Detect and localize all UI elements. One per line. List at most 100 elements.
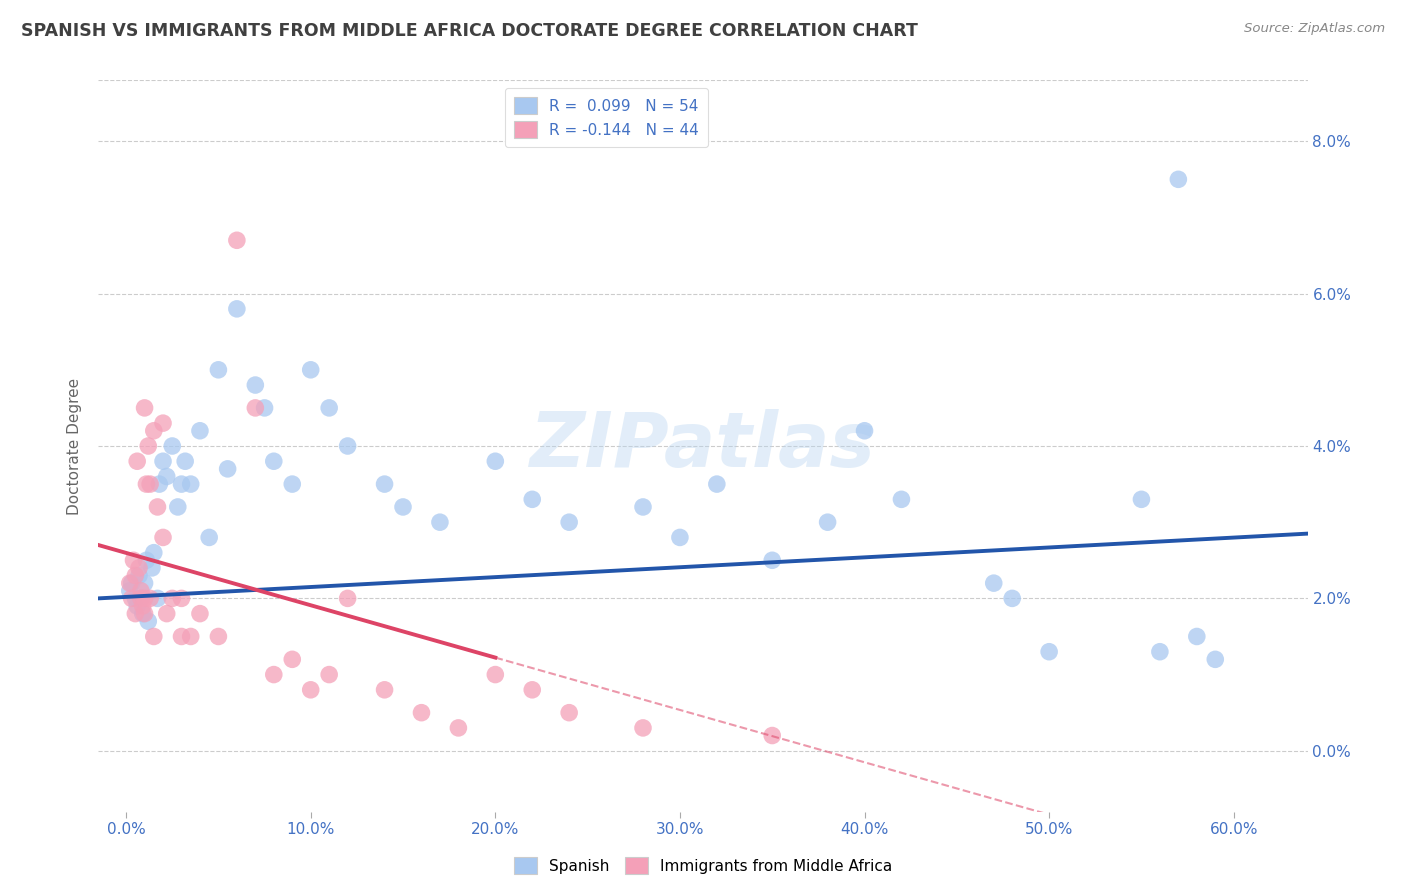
Point xyxy=(1001,591,1024,606)
Point xyxy=(136,439,159,453)
Point xyxy=(170,630,193,644)
Point xyxy=(447,721,470,735)
Point xyxy=(522,492,544,507)
Point xyxy=(122,553,145,567)
Point xyxy=(281,652,304,666)
Point xyxy=(152,530,174,544)
Point xyxy=(142,424,165,438)
Point xyxy=(217,462,239,476)
Point xyxy=(128,561,150,575)
Point xyxy=(118,576,141,591)
Point xyxy=(1204,652,1226,666)
Point xyxy=(156,607,179,621)
Point xyxy=(124,607,146,621)
Point xyxy=(253,401,276,415)
Point xyxy=(174,454,197,468)
Point xyxy=(299,363,322,377)
Point xyxy=(118,583,141,598)
Point xyxy=(148,477,170,491)
Point xyxy=(134,591,156,606)
Point xyxy=(124,591,146,606)
Point xyxy=(484,454,506,468)
Y-axis label: Doctorate Degree: Doctorate Degree xyxy=(67,377,83,515)
Point xyxy=(484,667,506,681)
Point xyxy=(180,630,202,644)
Text: SPANISH VS IMMIGRANTS FROM MIDDLE AFRICA DOCTORATE DEGREE CORRELATION CHART: SPANISH VS IMMIGRANTS FROM MIDDLE AFRICA… xyxy=(21,22,918,40)
Point xyxy=(1149,645,1171,659)
Point xyxy=(374,477,396,491)
Point xyxy=(207,630,229,644)
Point xyxy=(318,667,340,681)
Point xyxy=(129,583,152,598)
Point xyxy=(162,439,184,453)
Point xyxy=(631,500,654,514)
Point xyxy=(207,363,229,377)
Point xyxy=(134,401,156,415)
Point xyxy=(128,568,150,582)
Point xyxy=(890,492,912,507)
Point xyxy=(374,682,396,697)
Point xyxy=(225,301,247,316)
Point xyxy=(1167,172,1189,186)
Text: ZIPatlas: ZIPatlas xyxy=(530,409,876,483)
Point xyxy=(558,706,581,720)
Point xyxy=(263,667,285,681)
Point xyxy=(134,607,156,621)
Point xyxy=(225,233,247,247)
Point xyxy=(245,378,267,392)
Point xyxy=(121,576,143,591)
Point xyxy=(141,561,163,575)
Point xyxy=(761,553,783,567)
Point xyxy=(127,599,149,613)
Legend: Spanish, Immigrants from Middle Africa: Spanish, Immigrants from Middle Africa xyxy=(508,851,898,880)
Point xyxy=(139,477,162,491)
Point xyxy=(142,546,165,560)
Point xyxy=(336,439,359,453)
Point xyxy=(188,607,211,621)
Point xyxy=(188,424,211,438)
Point xyxy=(245,401,267,415)
Point xyxy=(761,729,783,743)
Point xyxy=(132,599,155,613)
Point xyxy=(817,515,839,529)
Point xyxy=(318,401,340,415)
Point xyxy=(392,500,415,514)
Point xyxy=(127,454,149,468)
Point xyxy=(135,553,157,567)
Point xyxy=(170,591,193,606)
Point xyxy=(263,454,285,468)
Point xyxy=(669,530,692,544)
Point xyxy=(983,576,1005,591)
Point xyxy=(299,682,322,697)
Point xyxy=(136,614,159,628)
Point xyxy=(135,477,157,491)
Point xyxy=(162,591,184,606)
Point xyxy=(429,515,451,529)
Text: Source: ZipAtlas.com: Source: ZipAtlas.com xyxy=(1244,22,1385,36)
Point xyxy=(142,630,165,644)
Point xyxy=(129,591,152,606)
Point xyxy=(180,477,202,491)
Point xyxy=(132,607,155,621)
Point xyxy=(1185,630,1208,644)
Point xyxy=(152,416,174,430)
Point xyxy=(146,591,169,606)
Point xyxy=(853,424,876,438)
Point xyxy=(129,591,152,606)
Point xyxy=(156,469,179,483)
Point xyxy=(411,706,433,720)
Point xyxy=(336,591,359,606)
Point xyxy=(121,591,143,606)
Point xyxy=(1038,645,1060,659)
Point xyxy=(558,515,581,529)
Point xyxy=(134,576,156,591)
Point xyxy=(124,568,146,582)
Point xyxy=(139,591,162,606)
Point xyxy=(170,477,193,491)
Point xyxy=(146,500,169,514)
Point xyxy=(631,721,654,735)
Point xyxy=(166,500,188,514)
Point xyxy=(198,530,221,544)
Point xyxy=(152,454,174,468)
Point xyxy=(706,477,728,491)
